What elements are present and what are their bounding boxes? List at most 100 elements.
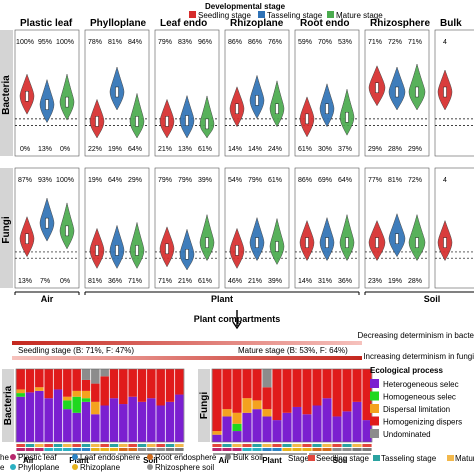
stacked-bar-segment <box>72 396 81 413</box>
row-label: Bacteria <box>1 75 12 115</box>
stacked-bar-segment <box>100 405 109 442</box>
compartment-strip <box>53 448 63 451</box>
stacked-bar-segment <box>91 401 100 415</box>
stacked-group-label: Soil <box>143 456 158 465</box>
bottom-percent-label: 13% <box>178 146 192 153</box>
compartment-strip <box>35 448 44 451</box>
stage-strip <box>109 444 119 447</box>
bottom-percent-label: 14% <box>228 146 242 153</box>
stage-strip <box>165 444 175 447</box>
stacked-bar-segment <box>175 394 184 442</box>
stacked-bar-segment <box>342 411 352 442</box>
compartment-legend-label: Plastic leaf <box>18 453 57 462</box>
stage-legend-label-bottom: Stage <box>288 454 309 463</box>
stacked-bar-segment <box>119 404 128 442</box>
violin-box <box>235 103 239 115</box>
stacked-bar-segment <box>35 369 44 388</box>
stage-legend-swatch-bottom <box>447 455 454 461</box>
stacked-bar-segment <box>242 369 252 399</box>
compartment-strip <box>332 448 342 451</box>
violin-shape <box>199 95 215 139</box>
process-legend-label: Undominated <box>383 430 431 439</box>
bottom-percent-label: 61% <box>298 146 312 153</box>
top-percent-label: 72% <box>408 177 422 184</box>
compartment-legend-label: Leaf endosphere <box>80 453 141 462</box>
process-legend-swatch <box>370 416 379 426</box>
bottom-percent-label: 28% <box>388 146 402 153</box>
stage-strip <box>91 444 100 447</box>
stage-strip <box>44 444 53 447</box>
stacked-bar-segment <box>332 369 342 417</box>
compartment-strip <box>63 448 72 451</box>
fungi-gradient-bar <box>12 356 362 360</box>
violin-box <box>345 111 349 123</box>
stage-strip <box>16 444 25 447</box>
top-percent-label: 79% <box>178 177 192 184</box>
violin-panel <box>434 167 474 289</box>
bottom-percent-label: 22% <box>88 146 102 153</box>
violin-box <box>443 237 447 248</box>
stacked-bar-segment <box>137 401 147 442</box>
violin-box <box>375 237 379 248</box>
bottom-percent-label: 30% <box>318 146 332 153</box>
top-percent-label: 86% <box>248 39 262 46</box>
violin-box <box>95 116 99 127</box>
violin-box <box>25 90 29 102</box>
stacked-bar-segment <box>242 398 252 413</box>
stacked-bar-segment <box>262 416 272 442</box>
top-percent-label: 84% <box>128 39 142 46</box>
compartment-strip <box>232 448 242 451</box>
stacked-bar-segment <box>342 369 352 412</box>
stage-strip <box>128 444 137 447</box>
stacked-bar-segment <box>147 369 156 399</box>
stacked-bar-segment <box>232 412 242 424</box>
stacked-bar-segment <box>63 400 72 410</box>
top-percent-label: 93% <box>38 177 52 184</box>
process-legend-swatch <box>370 391 379 401</box>
violin-panels: Plastic leaf Phylloplane Leaf endo Rhizopla… <box>0 18 474 324</box>
stacked-bar-segment <box>212 434 222 442</box>
stacked-group-label: Soil <box>333 456 348 465</box>
stage-strip <box>252 444 262 447</box>
compartment-strip <box>252 448 262 451</box>
compartment-header: Root endo <box>300 18 349 29</box>
compartment-legend-marker <box>147 454 153 460</box>
stacked-bar-segment <box>44 398 53 442</box>
stage-legend-swatch-bottom <box>308 455 315 461</box>
compartment-header: Rhizosphere <box>370 18 430 29</box>
stage-legend-title: Developmental stage <box>205 2 286 11</box>
compartment-legend-marker <box>72 464 78 470</box>
stacked-bar-segment <box>72 412 81 442</box>
top-percent-label: 81% <box>388 177 402 184</box>
stacked-frame <box>15 368 185 443</box>
violin-box <box>275 103 279 115</box>
stage-strip <box>175 444 184 447</box>
row-label: Fungi <box>1 216 12 243</box>
stacked-bar-segment <box>156 405 165 442</box>
compartment-header: Rhizoplane <box>230 18 284 29</box>
top-percent-label: 79% <box>158 39 172 46</box>
bottom-percent-label: 31% <box>318 278 332 285</box>
stacked-bar-panels: Bacteria Air Plant Soil Fungi Air Plant Soil Eco… <box>2 366 462 465</box>
stage-strip <box>81 444 91 447</box>
stacked-row-strip <box>2 369 14 442</box>
violin-box <box>235 245 239 256</box>
stacked-bar-segment <box>212 431 222 435</box>
stage-strip <box>222 444 232 447</box>
stacked-bar-segment <box>44 369 53 399</box>
stage-legend-label-bottom: Mature <box>455 454 474 463</box>
stacked-bar-segment <box>16 389 25 394</box>
violin-box <box>375 82 379 94</box>
stage-legend-label: Seedling stage <box>198 11 251 20</box>
stacked-bar-segment <box>25 392 35 442</box>
stacked-group-label: Plant <box>69 456 89 465</box>
stacked-bar-segment <box>292 369 302 407</box>
stage-strip <box>362 444 372 447</box>
stacked-bar-segment <box>63 369 72 397</box>
compartment-legend-label: Bulk soil <box>233 453 263 462</box>
row-strip <box>0 168 13 288</box>
top-percent-label: 76% <box>268 39 282 46</box>
stage-strip <box>63 444 72 447</box>
bottom-percent-label: 0% <box>60 146 70 153</box>
top-percent-label: 39% <box>198 177 212 184</box>
